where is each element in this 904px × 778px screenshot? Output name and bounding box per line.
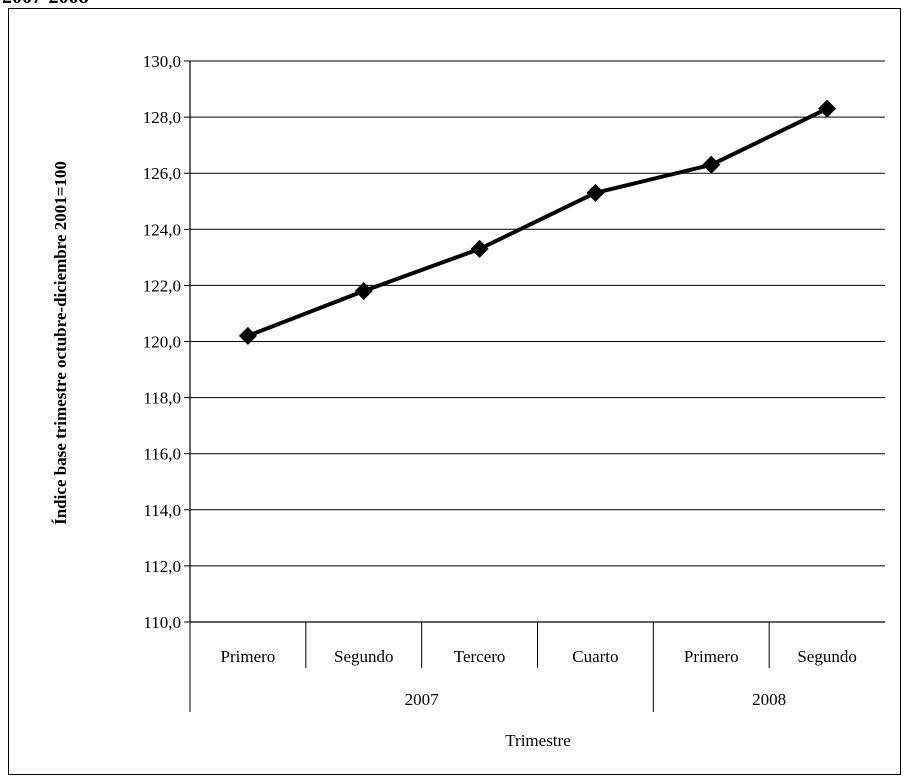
chart-frame <box>8 8 901 775</box>
y-tick-label: 114,0 <box>143 501 181 520</box>
series-line <box>238 99 837 345</box>
page-title: 2007-2008 <box>2 0 89 9</box>
x-tick-label: Segundo <box>797 647 857 666</box>
y-tick-label: 120,0 <box>143 333 181 352</box>
data-point <box>702 155 721 174</box>
x-group-label: 2007 <box>405 690 440 709</box>
data-point <box>470 239 489 258</box>
data-point <box>354 282 373 301</box>
x-tick-label: Primero <box>221 647 276 666</box>
y-axis-label: Índice base trimestre octubre-diciembre … <box>51 161 70 525</box>
x-axis-label: Trimestre <box>505 731 571 750</box>
y-tick-label: 110,0 <box>143 613 181 632</box>
gridlines <box>190 60 885 567</box>
x-group-label: 2008 <box>752 690 786 709</box>
y-tick-label: 118,0 <box>143 389 181 408</box>
x-tick-label: Primero <box>684 647 739 666</box>
axes <box>184 60 885 712</box>
y-tick-label: 130,0 <box>143 52 181 71</box>
y-tick-label: 122,0 <box>143 276 181 295</box>
data-point <box>586 183 605 202</box>
series-line <box>247 106 828 338</box>
x-tick-label: Segundo <box>334 647 394 666</box>
data-point <box>818 99 837 118</box>
y-tick-label: 116,0 <box>143 445 181 464</box>
x-tick-label: Tercero <box>454 647 506 666</box>
y-tick-labels: 110,0 112,0 114,0 116,0 118,0 120,0 122,0 124,0… <box>143 52 181 632</box>
y-tick-label: 126,0 <box>143 164 181 183</box>
x-tick-label: Cuarto <box>572 647 618 666</box>
x-tick-labels: Primero Segundo Tercero Cuarto Primero Segund… <box>221 647 857 709</box>
y-tick-label: 128,0 <box>143 108 181 127</box>
y-tick-label: 112,0 <box>143 557 181 576</box>
data-point <box>238 326 257 345</box>
y-tick-label: 124,0 <box>143 220 181 239</box>
